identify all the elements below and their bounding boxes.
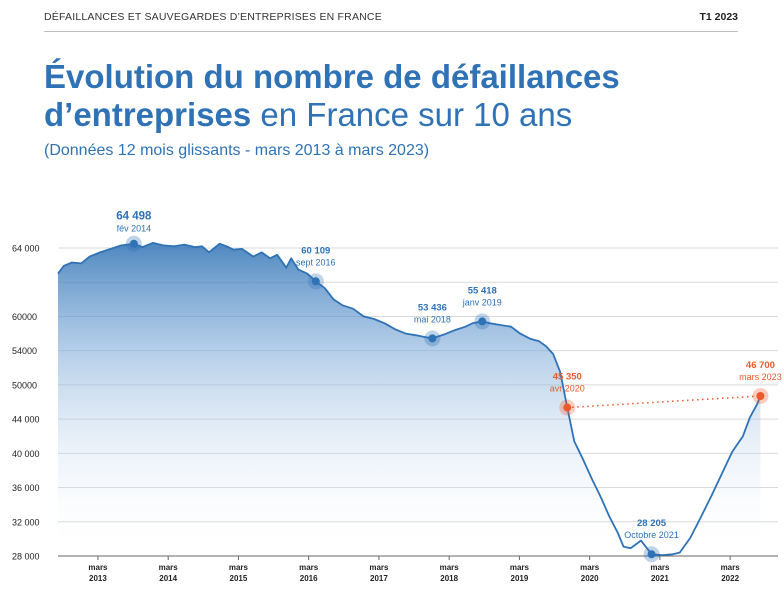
x-tick-label-month: mars	[159, 563, 179, 572]
y-tick-label: 60000	[12, 312, 37, 322]
y-tick-label: 44 000	[12, 415, 40, 425]
y-tick-label: 32 000	[12, 517, 40, 527]
data-label-value: 60 109	[301, 245, 330, 256]
x-tick-label-year: 2021	[651, 574, 669, 583]
data-label-date: mai 2018	[414, 314, 451, 324]
x-tick-label-month: mars	[721, 563, 741, 572]
chart-title: Évolution du nombre de défaillances d’en…	[44, 58, 620, 134]
y-tick-label: 64 000	[12, 244, 40, 254]
x-tick-label-year: 2015	[230, 574, 248, 583]
data-label-value: 28 205	[637, 518, 667, 529]
x-tick-label-year: 2013	[89, 574, 107, 583]
x-tick-label-year: 2016	[300, 574, 318, 583]
data-point	[129, 239, 138, 248]
series-line	[57, 242, 762, 556]
reference-dotted-line	[567, 395, 761, 409]
y-tick-label: 50000	[12, 380, 37, 390]
x-tick-label-year: 2014	[159, 574, 177, 583]
data-point	[756, 392, 765, 401]
x-tick-label-year: 2018	[440, 574, 458, 583]
y-tick-label: 36 000	[12, 483, 40, 493]
y-tick-label: 54000	[12, 346, 37, 356]
report-header-title: DÉFAILLANCES ET SAUVEGARDES D’ENTREPRISE…	[44, 11, 382, 23]
x-tick-label-month: mars	[440, 563, 460, 572]
header-divider	[44, 31, 738, 32]
data-point	[478, 317, 487, 326]
title-bold-part: d’entreprises	[44, 96, 252, 133]
data-label-value: 53 436	[418, 302, 447, 313]
data-label-date: janv 2019	[462, 297, 502, 307]
series-area-fill	[58, 242, 761, 556]
x-tick-label-year: 2020	[581, 574, 599, 583]
x-tick-label-month: mars	[369, 563, 389, 572]
data-point	[647, 550, 656, 559]
x-tick-label-month: mars	[650, 563, 670, 572]
x-tick-label-month: mars	[88, 563, 108, 572]
report-period: T1 2023	[699, 11, 738, 23]
data-label-date: fév 2014	[117, 224, 152, 234]
data-point	[311, 277, 320, 286]
y-axis: 28 000 32 000 36 000 40 000 44 000 50000 54000…	[12, 244, 40, 562]
data-label-value: 64 498	[116, 211, 152, 223]
y-tick-label: 28 000	[12, 552, 40, 562]
x-tick-label-month: mars	[510, 563, 530, 572]
x-tick-label-year: 2019	[511, 574, 529, 583]
x-tick-label-year: 2017	[370, 574, 388, 583]
x-tick-label-month: mars	[299, 563, 319, 572]
data-point	[428, 334, 437, 343]
data-point	[563, 403, 572, 412]
data-label-date: mars 2023	[739, 372, 782, 382]
chart-subtitle: (Données 12 mois glissants - mars 2013 à…	[44, 142, 430, 159]
data-label-value: 55 418	[468, 285, 497, 296]
x-tick-label-year: 2022	[721, 574, 739, 583]
title-regular-part: en France sur 10 ans	[251, 96, 573, 133]
data-label-date: sept 2016	[296, 257, 336, 267]
x-tick-label-month: mars	[229, 563, 249, 572]
data-label-date: avr 2020	[550, 384, 585, 394]
title-line-1: Évolution du nombre de défaillances	[44, 58, 620, 95]
x-axis: mars 2013 mars 2014 mars 2015 mars 2016 mars 2017…	[58, 555, 778, 583]
data-label-value: 45 350	[553, 372, 582, 383]
data-label-value: 46 700	[746, 360, 775, 371]
x-tick-label-month: mars	[580, 563, 600, 572]
data-label-date: Octobre 2021	[624, 530, 679, 540]
y-tick-label: 40 000	[12, 449, 40, 459]
